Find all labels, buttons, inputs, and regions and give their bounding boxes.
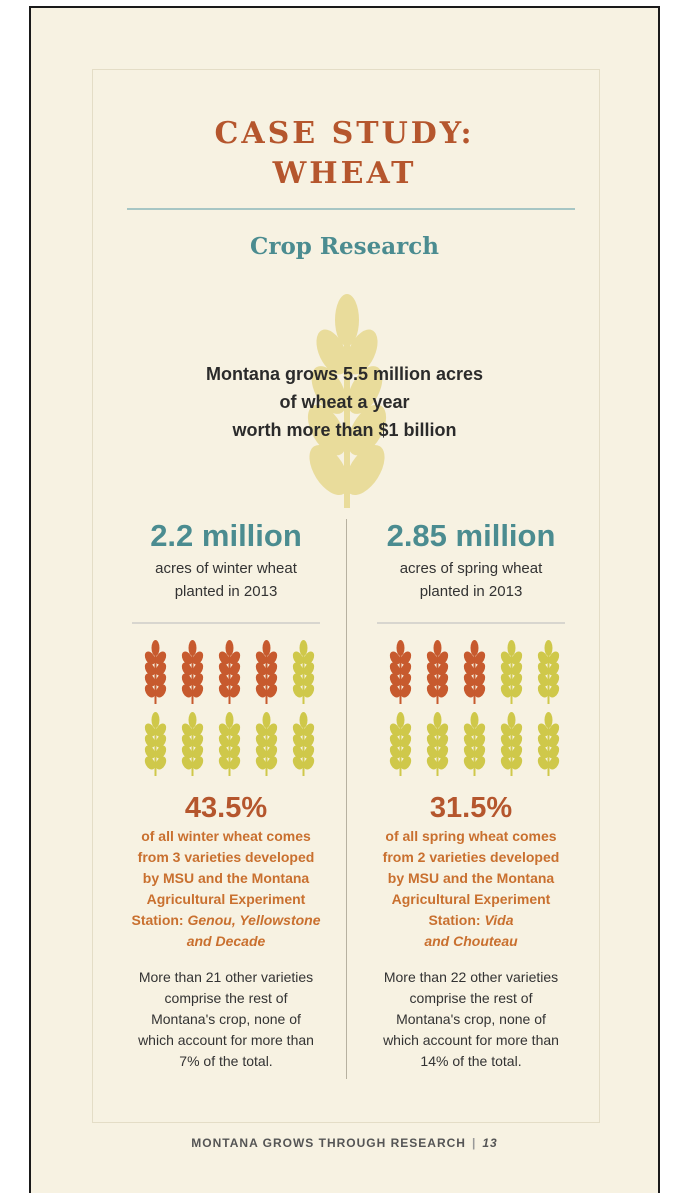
winter-more-line2: comprise the rest of	[164, 990, 288, 1006]
spring-varieties-2: and Chouteau	[424, 933, 518, 949]
wheat-icon	[426, 712, 449, 776]
title-line2: WHEAT	[272, 156, 417, 191]
spring-more-text: More than 22 other varieties comprise th…	[347, 967, 595, 1072]
spring-acres-desc: acres of spring wheat planted in 2013	[347, 557, 595, 603]
winter-more-line4: which account for more than	[138, 1032, 314, 1048]
wheat-icon	[500, 712, 523, 776]
title-line1: CASE STUDY:	[214, 116, 475, 151]
winter-pct-line2: from 3 varieties developed	[137, 849, 315, 865]
winter-pct-line4: Agricultural Experiment	[146, 891, 306, 907]
wheat-icon	[463, 712, 486, 776]
title-divider	[127, 208, 575, 210]
winter-pct-line3: by MSU and the Montana	[142, 870, 310, 886]
wheat-highlighted-icon	[144, 640, 167, 704]
spring-more-line2: comprise the rest of	[409, 990, 533, 1006]
wheat-icon	[181, 712, 204, 776]
wheat-highlighted-icon	[389, 640, 412, 704]
winter-desc-line1: acres of winter wheat	[155, 560, 297, 577]
spring-desc-line2: planted in 2013	[419, 583, 523, 600]
spring-more-line1: More than 22 other varieties	[383, 969, 559, 985]
spring-pct-line1: of all spring wheat comes	[385, 828, 557, 844]
intro-line1: Montana grows 5.5 million acres	[205, 364, 484, 384]
spring-pct-line2: from 2 varieties developed	[382, 849, 560, 865]
wheat-icon-row	[142, 712, 317, 776]
wheat-icon	[537, 640, 560, 704]
winter-station-label: Station:	[131, 912, 188, 928]
spring-varieties-1: Vida	[484, 912, 514, 928]
column-divider	[346, 519, 347, 1079]
wheat-highlighted-icon	[181, 640, 204, 704]
wheat-icon	[144, 712, 167, 776]
winter-pct-line1: of all winter wheat comes	[141, 828, 311, 844]
winter-desc-line2: planted in 2013	[174, 583, 278, 600]
winter-station-line: Station: Genou, Yellowstone	[102, 910, 350, 931]
spring-wheat-column: 2.85 million acres of spring wheat plant…	[347, 516, 595, 1069]
winter-acres: 2.2 million	[150, 518, 302, 553]
wheat-icon	[292, 712, 315, 776]
winter-acres-desc: acres of winter wheat planted in 2013	[102, 557, 350, 603]
wheat-icon	[255, 712, 278, 776]
wheat-icon-row	[142, 640, 317, 704]
winter-more-line3: Montana's crop, none of	[151, 1011, 301, 1027]
winter-percent-desc: of all winter wheat comes from 3 varieti…	[102, 826, 350, 952]
wheat-highlighted-icon	[426, 640, 449, 704]
wheat-icon	[292, 640, 315, 704]
wheat-icon-row	[387, 640, 562, 704]
spring-station-label: Station:	[428, 912, 485, 928]
spring-percent-desc: of all spring wheat comes from 2 varieti…	[347, 826, 595, 952]
wheat-highlighted-icon	[463, 640, 486, 704]
footer-text: MONTANA GROWS THROUGH RESEARCH	[191, 1136, 466, 1150]
wheat-icon	[389, 712, 412, 776]
winter-rule	[132, 622, 320, 624]
footer-separator: |	[471, 1136, 477, 1150]
winter-varieties-1: Genou, Yellowstone	[187, 912, 321, 928]
spring-desc-line1: acres of spring wheat	[399, 560, 543, 577]
wheat-highlighted-icon	[255, 640, 278, 704]
intro-line3: worth more than $1 billion	[232, 420, 457, 440]
inner-frame	[92, 69, 600, 1123]
spring-more-line5: 14% of the total.	[420, 1053, 522, 1069]
intro-text: Montana grows 5.5 million acres of wheat…	[31, 360, 658, 444]
winter-more-line1: More than 21 other varieties	[138, 969, 314, 985]
page-number: 13	[482, 1136, 498, 1150]
page: CASE STUDY: WHEAT Crop Research Montana …	[29, 6, 660, 1193]
winter-more-line5: 7% of the total.	[179, 1053, 273, 1069]
winter-more-text: More than 21 other varieties comprise th…	[102, 967, 350, 1072]
wheat-highlighted-icon	[218, 640, 241, 704]
wheat-icon	[500, 640, 523, 704]
spring-station-line: Station: Vida	[347, 910, 595, 931]
subtitle: Crop Research	[250, 233, 439, 260]
intro-line2: of wheat a year	[279, 392, 410, 412]
spring-more-line4: which account for more than	[383, 1032, 559, 1048]
wheat-icon-row	[387, 712, 562, 776]
winter-percent: 43.5%	[184, 792, 268, 824]
wheat-icon	[537, 712, 560, 776]
wheat-watermark-icon	[307, 294, 387, 508]
spring-pct-line3: by MSU and the Montana	[387, 870, 555, 886]
spring-more-line3: Montana's crop, none of	[396, 1011, 546, 1027]
spring-wheat-icon-grid	[387, 640, 562, 784]
spring-pct-line4: Agricultural Experiment	[391, 891, 551, 907]
spring-acres: 2.85 million	[386, 518, 556, 553]
winter-wheat-column: 2.2 million acres of winter wheat plante…	[102, 516, 350, 1069]
wheat-icon	[218, 712, 241, 776]
winter-wheat-icon-grid	[142, 640, 317, 784]
spring-percent: 31.5%	[429, 792, 513, 824]
winter-varieties-2: and Decade	[186, 933, 266, 949]
spring-rule	[377, 622, 565, 624]
page-footer: MONTANA GROWS THROUGH RESEARCH | 13	[31, 1136, 658, 1150]
